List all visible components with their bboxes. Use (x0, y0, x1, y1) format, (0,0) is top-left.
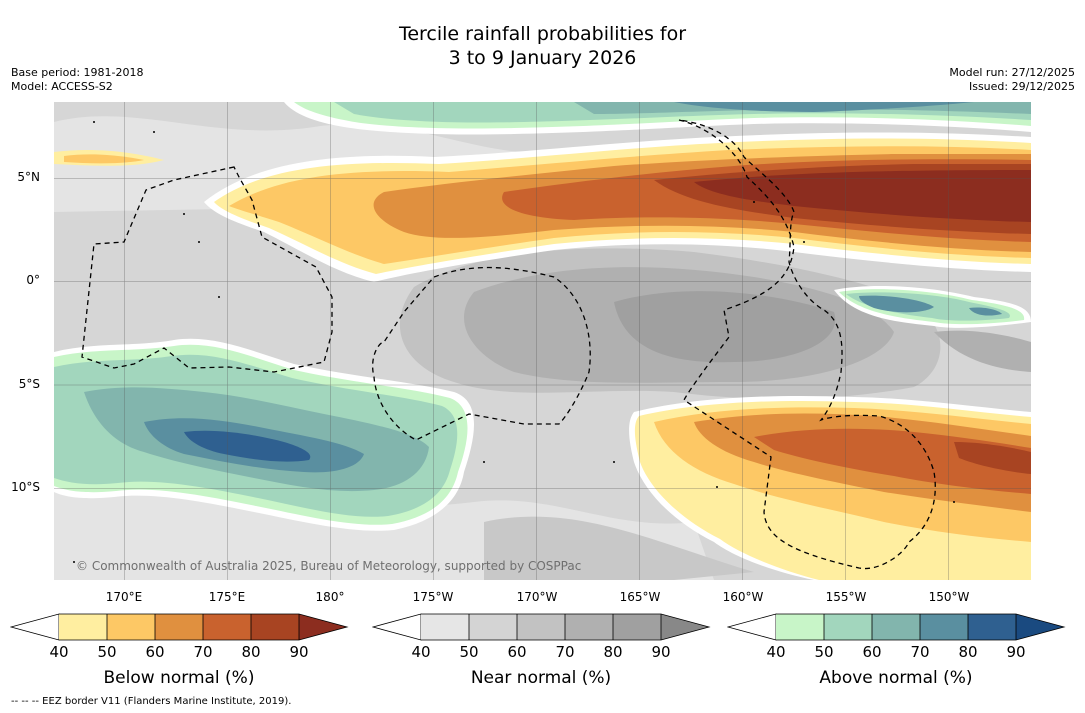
colorbar-swatch (776, 614, 824, 640)
colorbar-extend-low (372, 613, 422, 641)
colorbar-tick: 80 (603, 643, 623, 661)
colorbar-tick: 50 (459, 643, 479, 661)
colorbar-swatch (872, 614, 920, 640)
colorbar-tick: 70 (193, 643, 213, 661)
colorbar-swatch (968, 614, 1016, 640)
colorbar-label-near: Near normal (%) (470, 668, 612, 688)
colorbar-tick: 90 (651, 643, 671, 661)
colorbar-swatch (155, 614, 203, 640)
colorbar-tick: 60 (507, 643, 527, 661)
lat-label: 10°S (11, 480, 40, 494)
lon-label: 175°W (412, 590, 454, 604)
colorbar-swatch (251, 614, 299, 640)
colorbar-extend-high (661, 614, 709, 640)
colorbar-swatch (824, 614, 872, 640)
colorbar-extend-high (1016, 614, 1064, 640)
eez-borders (81, 119, 936, 570)
graticule (54, 102, 1031, 580)
colorbar-extend-low (727, 613, 777, 641)
base-period: Base period: 1981-2018 (11, 66, 144, 79)
model-run: Model run: 27/12/2025 (949, 66, 1075, 79)
colorbar-tick: 90 (1006, 643, 1026, 661)
colorbar-below-normal (10, 613, 349, 641)
model-name: Model: ACCESS-S2 (11, 80, 113, 93)
title-line-2: 3 to 9 January 2026 (448, 47, 637, 69)
colorbar-swatch (469, 614, 517, 640)
colorbar-tick: 70 (555, 643, 575, 661)
issued-date: Issued: 29/12/2025 (968, 80, 1075, 93)
colorbar-extend-high (299, 614, 347, 640)
map-canvas (54, 102, 1031, 580)
title-line-1: Tercile rainfall probabilities for (398, 23, 687, 45)
lon-label: 170°W (516, 590, 558, 604)
meta-left: Base period: 1981-2018 Model: ACCESS-S2 (11, 66, 143, 94)
colorbar-tick: 80 (958, 643, 978, 661)
lon-label: 150°W (928, 590, 970, 604)
colorbar-tick: 60 (145, 643, 165, 661)
colorbar-swatch (613, 614, 661, 640)
lon-label: 155°W (825, 590, 867, 604)
colorbar-swatch (203, 614, 251, 640)
colorbar-swatch (107, 614, 155, 640)
lat-label: 5°S (18, 377, 40, 391)
meta-right: Model run: 27/12/2025 Issued: 29/12/2025 (949, 66, 1075, 94)
lon-label: 175°E (208, 590, 246, 604)
colorbar-extend-low (10, 613, 60, 641)
colorbar-near-normal (372, 613, 711, 641)
colorbar-tick: 70 (910, 643, 930, 661)
lon-label: 165°W (619, 590, 661, 604)
colorbar-tick: 60 (862, 643, 882, 661)
colorbar-label-below: Below normal (%) (103, 668, 255, 688)
lon-label: 180° (315, 590, 345, 604)
colorbar-tick: 50 (97, 643, 117, 661)
colorbar-swatch (59, 614, 107, 640)
colorbar-tick: 90 (289, 643, 309, 661)
eez-footnote: -- -- -- EEZ border V11 (Flanders Marine… (11, 696, 292, 707)
colorbar-above-normal (727, 613, 1066, 641)
lon-label: 160°W (722, 590, 764, 604)
lon-label: 170°E (105, 590, 143, 604)
colorbar-swatch (920, 614, 968, 640)
colorbar-label-above: Above normal (%) (819, 668, 973, 688)
colorbar-tick: 40 (49, 643, 69, 661)
rainfall-probability-map (54, 102, 1031, 580)
colorbar-tick: 50 (814, 643, 834, 661)
colorbar-tick: 80 (241, 643, 261, 661)
lat-label: 5°N (17, 170, 40, 184)
colorbar-tick: 40 (411, 643, 431, 661)
map-title: Tercile rainfall probabilities for 3 to … (0, 22, 1085, 70)
lat-label: 0° (26, 273, 40, 287)
colorbar-swatch (565, 614, 613, 640)
copyright-credit: © Commonwealth of Australia 2025, Bureau… (76, 559, 582, 573)
colorbar-swatch (517, 614, 565, 640)
colorbar-swatch (421, 614, 469, 640)
colorbar-tick: 40 (766, 643, 786, 661)
